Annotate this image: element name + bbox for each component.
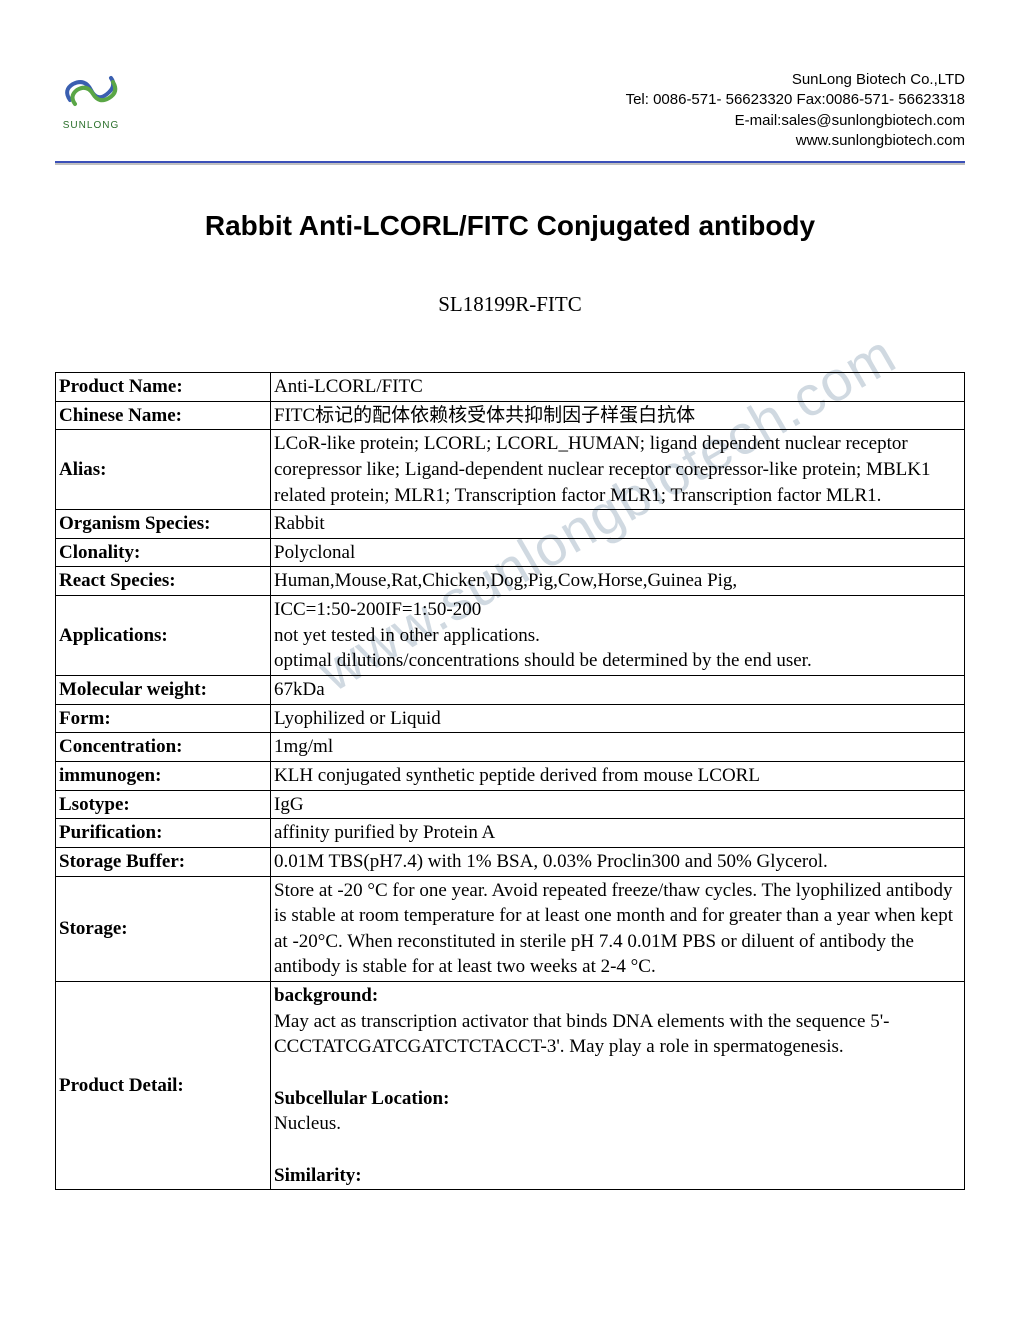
spec-value: Lyophilized or Liquid (271, 704, 965, 733)
spec-value: 67kDa (271, 676, 965, 705)
spec-label: Product Name: (56, 373, 271, 402)
detail-subcellular-heading: Subcellular Location: (274, 1086, 961, 1112)
company-email: E-mail:sales@sunlongbiotech.com (626, 111, 965, 131)
logo-label: SUNLONG (63, 120, 119, 131)
spec-value: Store at -20 °C for one year. Avoid repe… (271, 876, 965, 982)
spec-value: FITC标记的配体依赖核受体共抑制因子样蛋白抗体 (271, 401, 965, 430)
specification-table: Product Name: Anti-LCORL/FITC Chinese Na… (55, 372, 965, 1190)
detail-background-heading: background: (274, 983, 961, 1009)
sunlong-logo-icon (55, 70, 127, 118)
spec-value: IgG (271, 790, 965, 819)
page-title: Rabbit Anti-LCORL/FITC Conjugated antibo… (55, 210, 965, 242)
spec-value: affinity purified by Protein A (271, 819, 965, 848)
company-phone: Tel: 0086-571- 56623320 Fax:0086-571- 56… (626, 90, 965, 110)
spec-value: Rabbit (271, 510, 965, 539)
table-row: immunogen: KLH conjugated synthetic pept… (56, 761, 965, 790)
spec-value: 1mg/ml (271, 733, 965, 762)
table-row: Clonality: Polyclonal (56, 538, 965, 567)
spec-value: 0.01M TBS(pH7.4) with 1% BSA, 0.03% Proc… (271, 847, 965, 876)
spec-value: LCoR-like protein; LCORL; LCORL_HUMAN; l… (271, 430, 965, 510)
spec-label: Applications: (56, 596, 271, 676)
company-website: www.sunlongbiotech.com (626, 131, 965, 151)
spec-label: Concentration: (56, 733, 271, 762)
table-row: Product Name: Anti-LCORL/FITC (56, 373, 965, 402)
company-contact-info: SunLong Biotech Co.,LTD Tel: 0086-571- 5… (626, 70, 965, 151)
spec-label: Chinese Name: (56, 401, 271, 430)
spec-value: KLH conjugated synthetic peptide derived… (271, 761, 965, 790)
spec-label: Organism Species: (56, 510, 271, 539)
detail-subcellular-text: Nucleus. (274, 1111, 961, 1137)
table-row: Storage: Store at -20 °C for one year. A… (56, 876, 965, 982)
table-row: React Species: Human,Mouse,Rat,Chicken,D… (56, 567, 965, 596)
spec-label: Alias: (56, 430, 271, 510)
spec-value: Anti-LCORL/FITC (271, 373, 965, 402)
detail-background-text: May act as transcription activator that … (274, 1009, 961, 1060)
table-row: Applications: ICC=1:50-200IF=1:50-200 no… (56, 596, 965, 676)
spec-label: Storage: (56, 876, 271, 982)
table-row: Purification: affinity purified by Prote… (56, 819, 965, 848)
spec-label: Storage Buffer: (56, 847, 271, 876)
spec-value: Polyclonal (271, 538, 965, 567)
spec-value-detail: background: May act as transcription act… (271, 982, 965, 1190)
header-divider (55, 161, 965, 165)
table-row: Storage Buffer: 0.01M TBS(pH7.4) with 1%… (56, 847, 965, 876)
table-row: Form: Lyophilized or Liquid (56, 704, 965, 733)
table-row: Product Detail: background: May act as t… (56, 982, 965, 1190)
table-row: Molecular weight: 67kDa (56, 676, 965, 705)
company-logo: SUNLONG (55, 70, 127, 131)
spec-value: Human,Mouse,Rat,Chicken,Dog,Pig,Cow,Hors… (271, 567, 965, 596)
spec-value: ICC=1:50-200IF=1:50-200 not yet tested i… (271, 596, 965, 676)
detail-similarity-heading: Similarity: (274, 1163, 961, 1189)
spec-label: React Species: (56, 567, 271, 596)
table-row: Organism Species: Rabbit (56, 510, 965, 539)
spec-label: Purification: (56, 819, 271, 848)
table-row: Alias: LCoR-like protein; LCORL; LCORL_H… (56, 430, 965, 510)
spec-label: Product Detail: (56, 982, 271, 1190)
table-row: Lsotype: IgG (56, 790, 965, 819)
table-row: Chinese Name: FITC标记的配体依赖核受体共抑制因子样蛋白抗体 (56, 401, 965, 430)
spec-label: Lsotype: (56, 790, 271, 819)
table-row: Concentration: 1mg/ml (56, 733, 965, 762)
product-code: SL18199R-FITC (55, 292, 965, 317)
spec-label: immunogen: (56, 761, 271, 790)
spec-label: Clonality: (56, 538, 271, 567)
spec-label: Form: (56, 704, 271, 733)
page-header: SUNLONG SunLong Biotech Co.,LTD Tel: 008… (55, 70, 965, 151)
spec-label: Molecular weight: (56, 676, 271, 705)
company-name: SunLong Biotech Co.,LTD (626, 70, 965, 90)
